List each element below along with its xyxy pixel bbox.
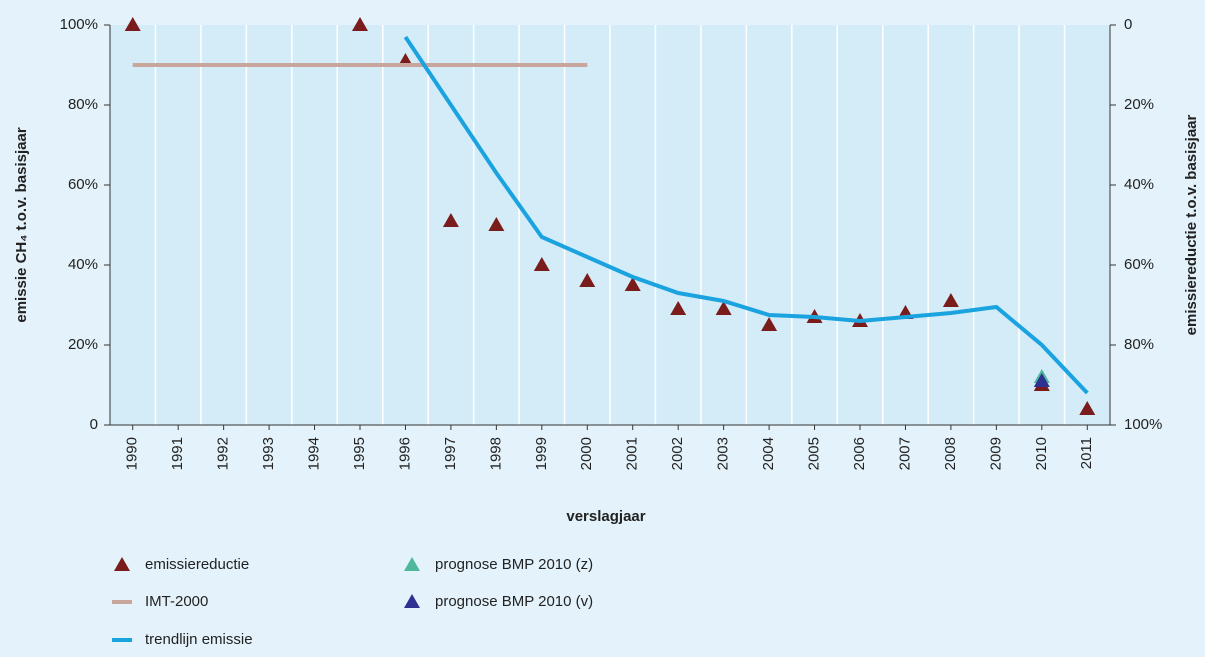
x-tick-label: 2001 xyxy=(624,437,641,470)
marker xyxy=(1079,401,1096,415)
x-tick-label: 2009 xyxy=(987,437,1004,470)
y2-tick-label: 80% xyxy=(1124,336,1154,353)
y2-tick-label: 0 xyxy=(1124,16,1132,33)
legend-swatch xyxy=(114,557,130,571)
y2-tick-label: 100% xyxy=(1124,416,1162,433)
y2-tick-label: 20% xyxy=(1124,96,1154,113)
x-tick-label: 2008 xyxy=(942,437,959,470)
x-tick-label: 2011 xyxy=(1078,437,1095,469)
marker xyxy=(579,273,596,287)
marker xyxy=(1033,373,1050,387)
legend-label: prognose BMP 2010 (v) xyxy=(435,593,593,610)
y-tick-label: 80% xyxy=(68,96,98,113)
legend-swatch xyxy=(404,594,420,608)
legend-label: trendlijn emissie xyxy=(145,631,253,648)
marker xyxy=(761,317,778,331)
x-axis-label: verslagjaar xyxy=(566,508,645,525)
y2-axis-label: emissiereductie t.o.v. basisjaar xyxy=(1183,115,1200,336)
marker xyxy=(942,293,959,307)
x-tick-label: 2002 xyxy=(669,437,686,470)
x-tick-label: 1997 xyxy=(442,437,459,470)
x-tick-label: 1993 xyxy=(260,437,277,470)
marker xyxy=(124,17,141,31)
x-tick-label: 1992 xyxy=(215,437,232,470)
marker xyxy=(352,17,368,31)
legend-label: prognose BMP 2010 (z) xyxy=(435,556,593,573)
marker xyxy=(533,257,550,271)
y-tick-label: 40% xyxy=(68,256,98,273)
y2-tick-label: 60% xyxy=(1124,256,1154,273)
marker xyxy=(624,277,641,291)
x-tick-label: 2007 xyxy=(896,437,913,470)
marker xyxy=(488,217,505,231)
series-line xyxy=(403,35,1089,395)
y-tick-label: 60% xyxy=(68,176,98,193)
x-tick-label: 2010 xyxy=(1033,437,1050,470)
x-tick-label: 1994 xyxy=(306,437,323,470)
x-tick-label: 1999 xyxy=(533,437,550,470)
y2-tick-label: 40% xyxy=(1124,176,1154,193)
x-tick-label: 1996 xyxy=(396,437,413,470)
y-tick-label: 0 xyxy=(90,416,98,433)
x-tick-label: 2004 xyxy=(760,437,777,470)
y-tick-label: 100% xyxy=(60,16,98,33)
legend-label: IMT-2000 xyxy=(145,593,208,610)
x-tick-label: 2005 xyxy=(806,437,823,470)
legend-label: emissiereductie xyxy=(145,556,249,573)
y-tick-label: 20% xyxy=(68,336,98,353)
x-tick-label: 1990 xyxy=(124,437,141,470)
x-tick-label: 2000 xyxy=(578,437,595,470)
y-axis-label: emissie CH₄ t.o.v. basisjaar xyxy=(13,127,30,322)
legend-swatch xyxy=(404,557,420,571)
x-tick-label: 2006 xyxy=(851,437,868,470)
marker xyxy=(442,213,459,227)
x-tick-label: 1995 xyxy=(351,437,368,470)
x-tick-label: 1991 xyxy=(169,437,186,470)
x-tick-label: 2003 xyxy=(715,437,732,470)
marker xyxy=(715,301,732,315)
x-tick-label: 1998 xyxy=(487,437,504,470)
marker xyxy=(670,301,687,315)
